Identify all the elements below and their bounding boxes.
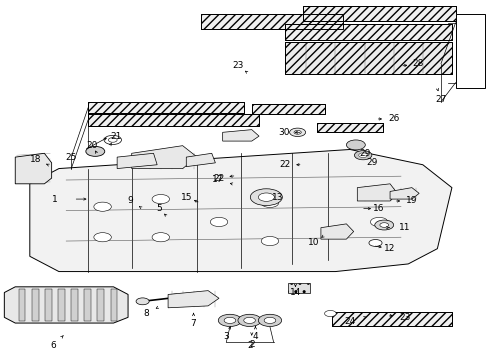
Text: 19: 19 <box>406 197 417 206</box>
Text: 29: 29 <box>358 149 369 158</box>
Polygon shape <box>389 188 418 199</box>
Text: 30: 30 <box>278 128 290 137</box>
Polygon shape <box>97 289 104 321</box>
Circle shape <box>244 318 255 323</box>
Text: 6: 6 <box>50 341 56 350</box>
Circle shape <box>354 150 371 160</box>
Circle shape <box>238 314 261 327</box>
Circle shape <box>358 153 367 157</box>
Circle shape <box>136 298 149 305</box>
Polygon shape <box>45 289 52 321</box>
Polygon shape <box>15 153 52 184</box>
Circle shape <box>152 233 169 242</box>
Text: 27: 27 <box>434 95 446 104</box>
Polygon shape <box>331 312 451 326</box>
Polygon shape <box>84 289 91 321</box>
Circle shape <box>369 217 387 226</box>
Text: 26: 26 <box>387 114 399 123</box>
Circle shape <box>368 239 381 246</box>
Polygon shape <box>251 104 324 114</box>
Circle shape <box>86 147 104 156</box>
Text: 10: 10 <box>307 238 319 247</box>
Text: 14: 14 <box>289 288 301 297</box>
Text: 12: 12 <box>384 244 395 253</box>
Circle shape <box>346 140 365 150</box>
Circle shape <box>293 130 301 134</box>
Polygon shape <box>131 146 197 168</box>
Polygon shape <box>317 123 382 132</box>
Text: 15: 15 <box>180 193 192 202</box>
Circle shape <box>104 135 121 144</box>
Polygon shape <box>168 291 219 308</box>
Polygon shape <box>4 287 128 323</box>
Text: 23: 23 <box>398 313 409 322</box>
Polygon shape <box>287 283 309 293</box>
Polygon shape <box>302 6 455 21</box>
Text: 4: 4 <box>252 332 258 341</box>
Circle shape <box>258 314 281 327</box>
Circle shape <box>258 193 274 201</box>
Polygon shape <box>117 153 157 168</box>
Circle shape <box>379 223 388 227</box>
Circle shape <box>324 310 336 316</box>
Polygon shape <box>88 114 259 126</box>
Text: 22: 22 <box>213 174 224 183</box>
Text: 18: 18 <box>30 154 41 163</box>
Text: 16: 16 <box>373 204 384 213</box>
Polygon shape <box>32 289 39 321</box>
Text: 13: 13 <box>271 193 283 202</box>
Polygon shape <box>71 289 78 321</box>
Circle shape <box>250 189 282 206</box>
Circle shape <box>94 202 111 211</box>
Text: 8: 8 <box>143 309 149 318</box>
Polygon shape <box>110 289 117 321</box>
Text: 7: 7 <box>190 319 196 328</box>
Polygon shape <box>88 102 244 113</box>
Circle shape <box>94 233 111 242</box>
Text: 21: 21 <box>110 132 121 141</box>
Circle shape <box>261 237 278 246</box>
Circle shape <box>289 128 305 136</box>
Circle shape <box>108 138 117 142</box>
Circle shape <box>261 198 278 207</box>
Polygon shape <box>19 289 25 321</box>
Circle shape <box>264 318 275 323</box>
Text: 29: 29 <box>366 158 377 167</box>
Polygon shape <box>284 24 451 40</box>
Text: 23: 23 <box>232 61 243 70</box>
Circle shape <box>218 314 241 327</box>
Text: 24: 24 <box>344 317 355 326</box>
Polygon shape <box>222 130 259 141</box>
Text: 20: 20 <box>86 141 98 150</box>
Polygon shape <box>58 289 64 321</box>
Circle shape <box>224 318 235 323</box>
Circle shape <box>374 220 393 230</box>
Polygon shape <box>455 14 484 89</box>
Text: 17: 17 <box>211 175 223 184</box>
Circle shape <box>152 194 169 204</box>
Text: 28: 28 <box>411 59 423 68</box>
Circle shape <box>168 294 182 301</box>
Text: 1: 1 <box>52 194 58 203</box>
Polygon shape <box>30 149 451 271</box>
Text: 5: 5 <box>156 204 162 213</box>
Text: 25: 25 <box>65 153 77 162</box>
Text: 9: 9 <box>127 197 133 206</box>
Polygon shape <box>357 184 397 201</box>
Circle shape <box>210 217 227 226</box>
Polygon shape <box>186 153 215 167</box>
Polygon shape <box>201 14 342 28</box>
Text: 22: 22 <box>278 160 289 169</box>
Text: 3: 3 <box>223 332 229 341</box>
Polygon shape <box>284 41 451 74</box>
Text: 11: 11 <box>398 223 409 232</box>
Text: 2: 2 <box>247 341 253 350</box>
Polygon shape <box>320 224 353 239</box>
Text: 2: 2 <box>248 339 254 348</box>
